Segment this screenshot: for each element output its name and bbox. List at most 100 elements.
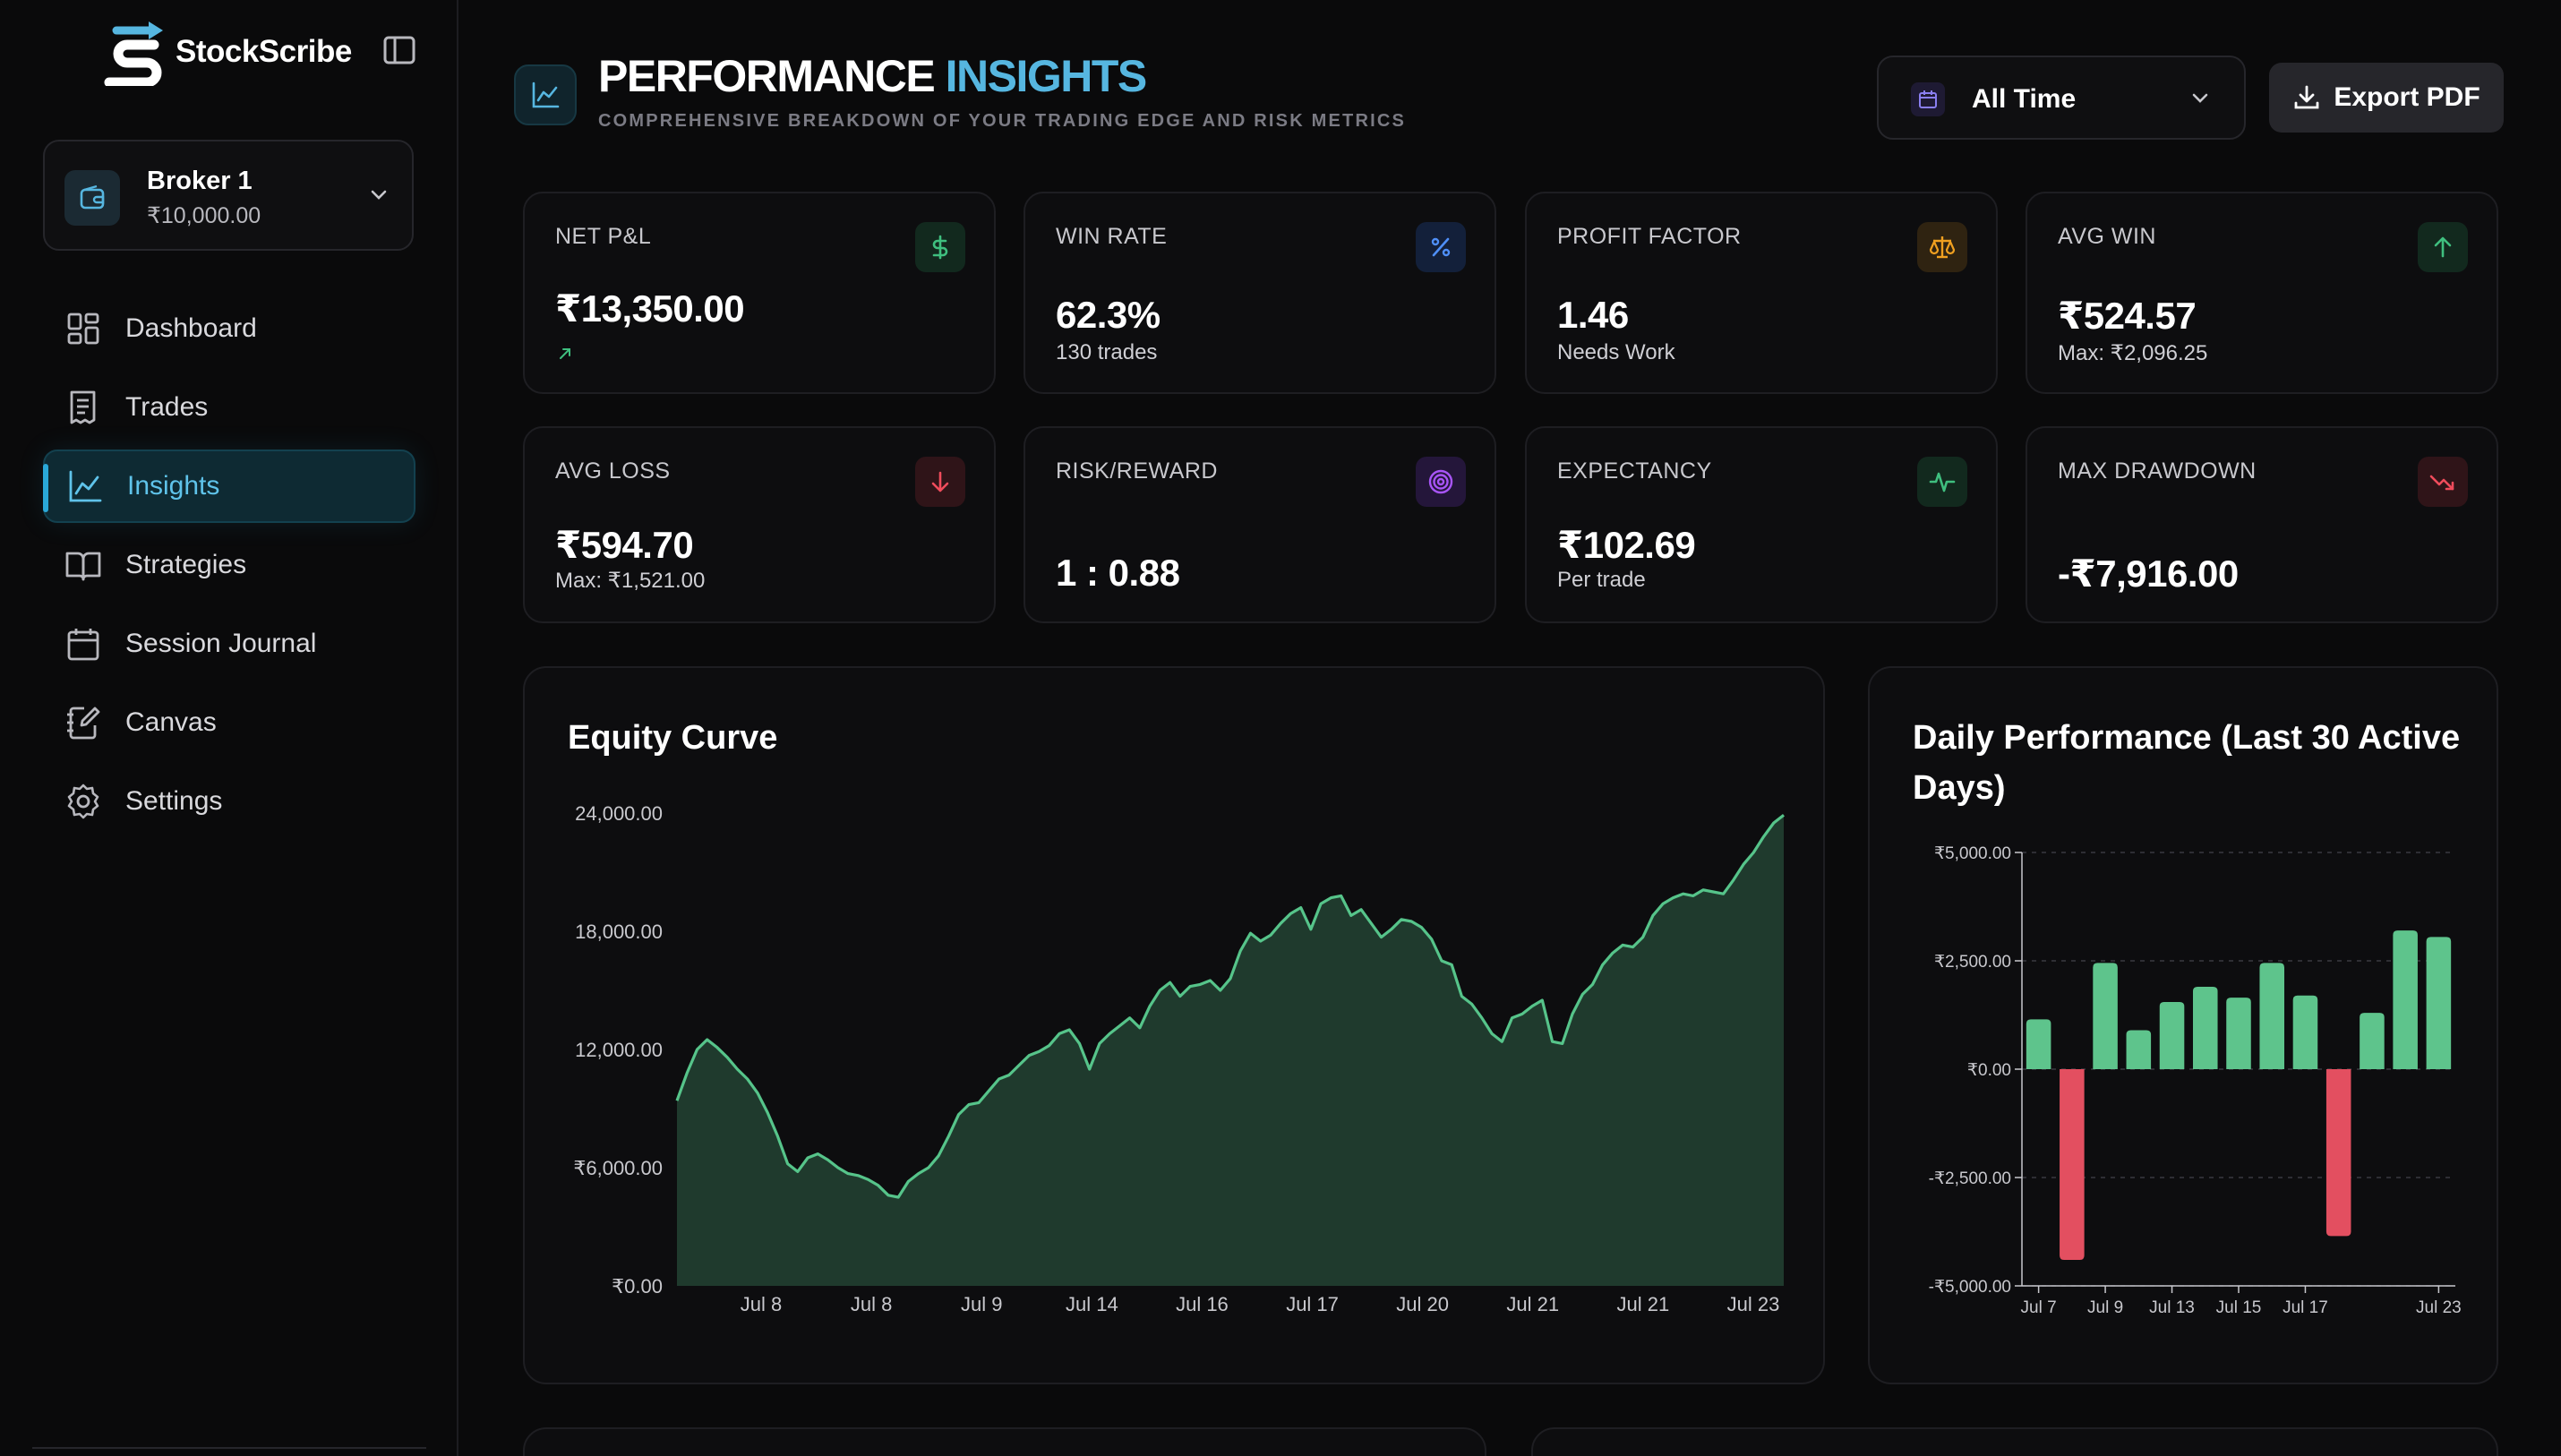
stat-value: 1 : 0.88 [1056, 552, 1180, 594]
y-tick-label: 24,000.00 [575, 802, 663, 825]
sidebar-item-label: Canvas [125, 707, 217, 737]
dashboard-icon [67, 313, 99, 345]
x-tick-label: Jul 21 [1617, 1293, 1670, 1315]
brand-name: StockScribe [176, 34, 352, 69]
broker-selector[interactable]: Broker 1 ₹10,000.00 [43, 140, 414, 251]
y-tick-label: -₹2,500.00 [1929, 1169, 2011, 1188]
sidebar-item-insights[interactable]: Insights [43, 450, 415, 523]
scale-icon [1917, 222, 1967, 272]
daily-bar[interactable] [2325, 1069, 2351, 1237]
chart-icon [69, 470, 102, 502]
x-tick-label: Jul 21 [1506, 1293, 1559, 1315]
stat-title: WIN RATE [1056, 224, 1168, 249]
stat-title: RISK/REWARD [1056, 458, 1218, 484]
daily-bar[interactable] [2159, 1001, 2185, 1069]
stat-value: ₹524.57 [2058, 295, 2197, 337]
daily-bar[interactable] [2060, 1069, 2085, 1260]
daily-bar[interactable] [2426, 937, 2452, 1069]
stat-value: 62.3% [1056, 294, 1161, 336]
y-tick-label: -₹5,000.00 [1929, 1278, 2011, 1297]
broker-name: Broker 1 [147, 167, 253, 195]
stat-subtext: Max: ₹2,096.25 [2058, 341, 2208, 365]
x-tick-label: Jul 8 [851, 1293, 892, 1315]
percent-icon [1416, 222, 1466, 272]
y-tick-label: ₹5,000.00 [1934, 844, 2011, 863]
stat-title: AVG WIN [2058, 224, 2156, 249]
daily-bar[interactable] [2026, 1019, 2051, 1069]
x-tick-label: Jul 7 [2021, 1298, 2057, 1317]
sidebar-item-label: Strategies [125, 550, 247, 579]
daily-bar[interactable] [2259, 963, 2285, 1069]
daily-bar[interactable] [2292, 995, 2318, 1069]
sidebar-item-trades[interactable]: Trades [43, 371, 415, 444]
export-pdf-label: Export PDF [2334, 82, 2480, 112]
daily-performance-panel: Daily Performance (Last 30 Active Days) … [1868, 666, 2498, 1384]
equity-curve-panel: Equity Curve 24,000.00 18,000.00 12,000.00… [523, 666, 1825, 1384]
equity-curve-title: Equity Curve [568, 719, 778, 757]
stat-title: PROFIT FACTOR [1557, 224, 1742, 249]
daily-bar[interactable] [2393, 930, 2418, 1069]
y-tick-label: 18,000.00 [575, 921, 663, 943]
equity-curve-chart[interactable]: 24,000.00 18,000.00 12,000.00 ₹6,000.00 ₹0.0… [525, 668, 1827, 1386]
arrow-up-icon [2418, 222, 2468, 272]
x-tick-label: Jul 23 [2416, 1298, 2462, 1317]
x-tick-label: Jul 23 [1727, 1293, 1780, 1315]
date-range-select[interactable]: All Time [1877, 56, 2246, 140]
dollar-icon [915, 222, 965, 272]
stat-card-net-pnl: NET P&L ₹13,350.00 [523, 192, 996, 394]
sidebar-toggle-icon[interactable] [383, 36, 415, 64]
sidebar-item-canvas[interactable]: Canvas [43, 686, 415, 759]
daily-bar[interactable] [2093, 963, 2118, 1069]
broker-balance: ₹10,000.00 [147, 203, 261, 228]
equity-line [675, 813, 1785, 1199]
stat-card-risk-reward: RISK/REWARD 1 : 0.88 [1024, 426, 1496, 623]
stat-value: 1.46 [1557, 294, 1629, 336]
stat-subtext: Max: ₹1,521.00 [555, 569, 706, 593]
daily-bar[interactable] [2360, 1013, 2385, 1069]
trend-up-small-icon [560, 348, 570, 359]
daily-performance-title: Daily Performance (Last 30 Active Days) [1913, 719, 2461, 807]
sidebar-item-label: Dashboard [125, 313, 257, 343]
stat-subtext: Per trade [1557, 568, 1646, 592]
daily-performance-chart[interactable]: ₹5,000.00 ₹2,500.00 ₹0.00 -₹2,500.00 -₹5,000… [1870, 668, 2500, 1386]
stat-card-profit-factor: PROFIT FACTOR 1.46 Needs Work [1525, 192, 1998, 394]
book-icon [65, 552, 101, 581]
wallet-icon [64, 170, 120, 226]
brand-logo[interactable]: StockScribe [100, 18, 352, 86]
notebook-pen-icon [67, 707, 100, 740]
date-range-value: All Time [1972, 84, 2077, 114]
page-title: PERFORMANCE INSIGHTS [598, 50, 1147, 102]
y-tick-label: ₹0.00 [612, 1275, 663, 1298]
page-title-main: PERFORMANCE [598, 51, 936, 101]
stat-card-expectancy: EXPECTANCY ₹102.69 Per trade [1525, 426, 1998, 623]
daily-bar[interactable] [2126, 1030, 2152, 1069]
stat-title: MAX DRAWDOWN [2058, 458, 2257, 484]
stat-title: NET P&L [555, 224, 652, 249]
export-pdf-button[interactable]: Export PDF [2269, 63, 2504, 133]
daily-bar[interactable] [2226, 998, 2251, 1069]
x-tick-label: Jul 9 [961, 1293, 1002, 1315]
arrow-down-icon [915, 457, 965, 507]
daily-bar[interactable] [2192, 987, 2218, 1069]
sidebar-item-strategies[interactable]: Strategies [43, 528, 415, 602]
x-tick-label: Jul 14 [1066, 1293, 1118, 1315]
sidebar-item-session-journal[interactable]: Session Journal [43, 607, 415, 681]
sidebar-item-label: Settings [125, 786, 223, 816]
stat-value: ₹594.70 [555, 524, 694, 566]
sidebar-item-settings[interactable]: Settings [43, 765, 415, 838]
chevron-down-icon [371, 190, 387, 200]
y-tick-label: 12,000.00 [575, 1039, 663, 1061]
stat-card-avg-win: AVG WIN ₹524.57 Max: ₹2,096.25 [2026, 192, 2498, 394]
sidebar: StockScribe Broker 1 ₹10,000.00 Dashboar… [0, 0, 458, 1456]
y-tick-label: ₹2,500.00 [1934, 953, 2011, 972]
stat-title: EXPECTANCY [1557, 458, 1712, 484]
sidebar-item-dashboard[interactable]: Dashboard [43, 292, 415, 365]
trend-down-icon [2418, 457, 2468, 507]
equity-area [677, 815, 1784, 1286]
bottom-panel-left [523, 1427, 1486, 1456]
receipt-icon [70, 390, 96, 424]
sidebar-divider [32, 1447, 426, 1449]
sidebar-item-label: Session Journal [125, 629, 317, 658]
stat-card-win-rate: WIN RATE 62.3% 130 trades [1024, 192, 1496, 394]
bottom-panel-right [1531, 1427, 2498, 1456]
